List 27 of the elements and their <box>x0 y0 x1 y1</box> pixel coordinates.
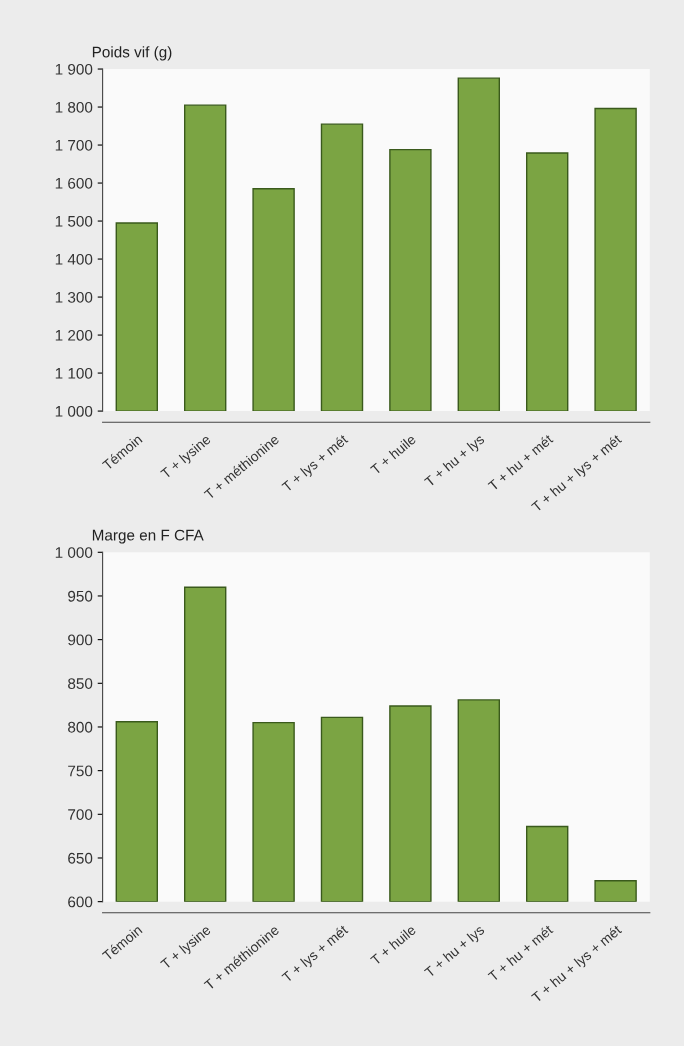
y-tick-label: 1 000 <box>55 547 93 558</box>
y-tick-label: 1 900 <box>55 63 93 75</box>
x-tick-label: T + huile <box>369 924 417 966</box>
y-tick-label: 700 <box>68 809 93 820</box>
x-tick-label: T + hu + lys <box>423 924 487 981</box>
y-tick-label: 1 400 <box>55 253 93 265</box>
y-tick-label: 1 300 <box>55 291 93 303</box>
y-tick-label: 900 <box>68 634 93 646</box>
y-tick-label: 1 200 <box>55 329 93 341</box>
y-tick-label: 1 000 <box>55 405 93 417</box>
y-tick-label: 750 <box>68 765 93 777</box>
x-tick-label: T + huile <box>369 433 417 476</box>
x-tick-label: T + lys + mét <box>280 923 351 986</box>
y-axis-title: Poids vif (g) <box>92 46 172 61</box>
y-tick-label: 1 700 <box>55 139 93 151</box>
y-tick-label: 850 <box>68 678 93 689</box>
x-tick-label: T + hu + lys <box>423 433 487 490</box>
y-tick-label: 650 <box>68 852 93 864</box>
y-tick-label: 600 <box>68 896 93 908</box>
x-tick-label: T + lys + mét <box>280 433 351 495</box>
y-tick-label: 950 <box>68 590 93 602</box>
y-tick-label: 1 500 <box>55 215 93 227</box>
y-tick-label: 1 100 <box>55 367 93 379</box>
y-axis-title: Marge en F CFA <box>92 529 204 544</box>
y-tick-label: 800 <box>68 721 93 733</box>
y-tick-label: 1 800 <box>55 101 93 113</box>
y-tick-label: 1 600 <box>55 177 93 189</box>
